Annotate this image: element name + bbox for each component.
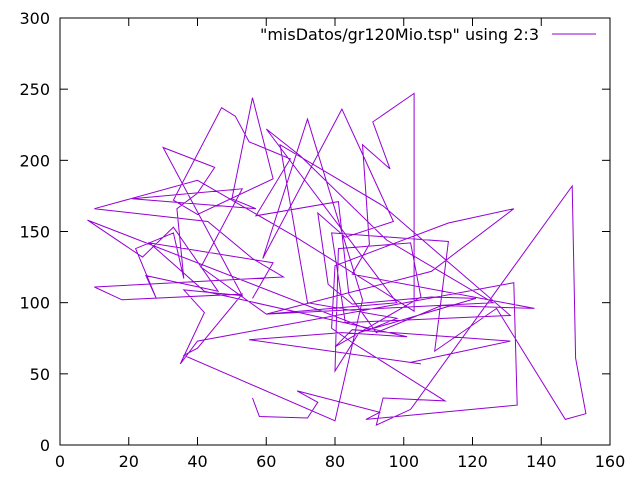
series-line	[87, 92, 587, 426]
legend: "misDatos/gr120Mio.tsp" using 2:3	[260, 25, 596, 44]
x-tick-label: 140	[526, 452, 557, 471]
x-tick-label: 40	[187, 452, 207, 471]
x-tick-label: 160	[595, 452, 626, 471]
x-tick-label: 80	[325, 452, 345, 471]
y-tick-label: 100	[19, 294, 50, 313]
x-tick-label: 0	[55, 452, 65, 471]
y-tick-label: 0	[40, 436, 50, 455]
x-tick-label: 60	[256, 452, 276, 471]
legend-label: "misDatos/gr120Mio.tsp" using 2:3	[260, 25, 539, 44]
y-tick-label: 250	[19, 80, 50, 99]
plot-frame	[59, 17, 611, 446]
axis-ticks: 0 20 40 60 80 100 120 140 160 0 50 100 150 200 250 300	[19, 9, 625, 471]
x-tick-label: 120	[457, 452, 488, 471]
series-layer	[87, 92, 587, 426]
y-tick-label: 150	[19, 223, 50, 242]
y-tick-label: 300	[19, 9, 50, 28]
x-tick-label: 20	[119, 452, 139, 471]
x-tick-label: 100	[388, 452, 419, 471]
y-tick-label: 50	[30, 365, 50, 384]
y-tick-label: 200	[19, 151, 50, 170]
